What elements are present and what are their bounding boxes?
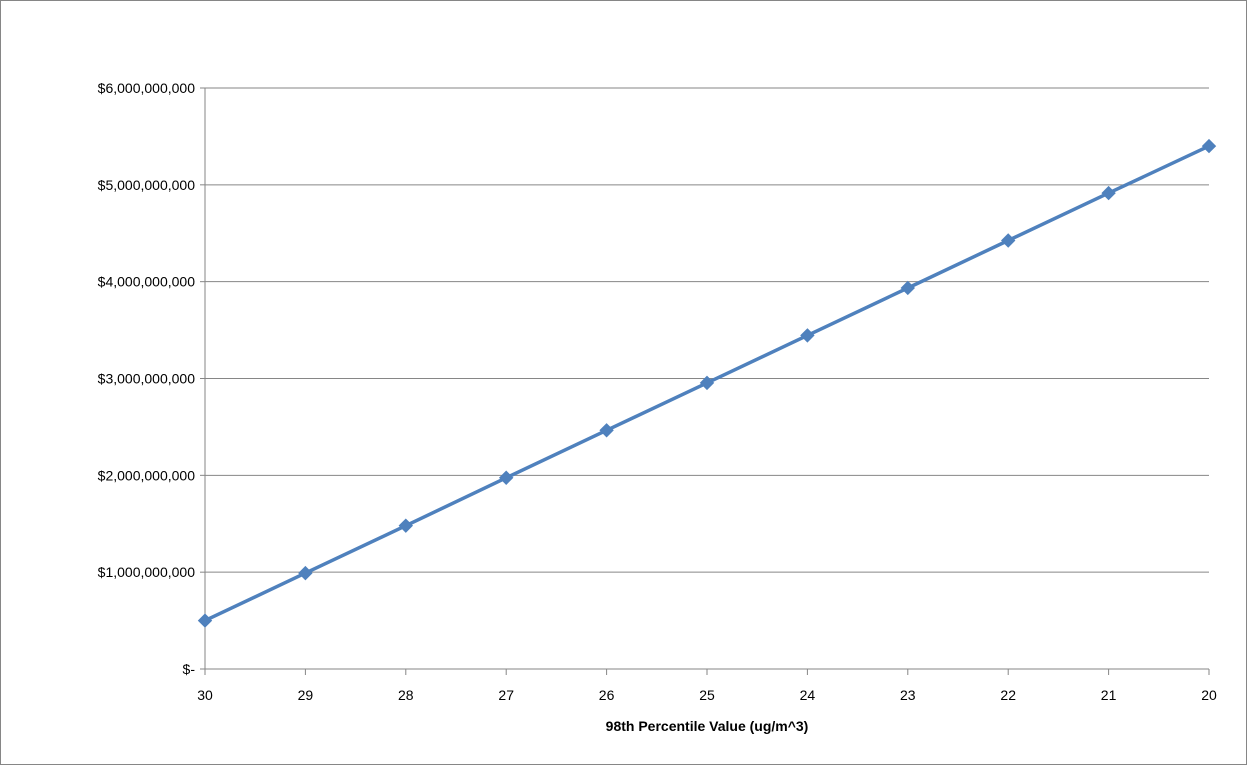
y-tick-label: $- [183,661,196,677]
y-tick-label: $6,000,000,000 [98,80,196,96]
data-point-marker [398,518,414,533]
data-point-marker [197,613,213,628]
x-tick-label: 21 [1101,687,1117,703]
y-tick-label: $2,000,000,000 [98,467,196,483]
x-tick-label: 29 [298,687,314,703]
x-tick-label: 26 [599,687,615,703]
gridlines [205,87,1209,573]
x-tick-label: 28 [398,687,414,703]
y-tick-label: $1,000,000,000 [98,564,196,580]
data-point-marker [1000,233,1016,248]
x-tick-label: 30 [197,687,213,703]
data-point-marker [599,423,614,438]
x-tick-label: 24 [800,687,816,703]
data-point-marker [1101,185,1116,201]
y-tick-label: $4,000,000,000 [98,274,196,290]
data-point-marker [900,280,916,296]
axes [200,87,1210,675]
x-tick-label: 23 [900,687,916,703]
y-tick-label: $3,000,000,000 [98,371,196,387]
x-axis-tick-labels: 30 29 28 27 26 25 24 23 22 21 20 [197,687,1217,703]
series-layer [197,138,1217,628]
y-axis-tick-labels: $- $1,000,000,000 $2,000,000,000 $3,000,000… [98,80,196,677]
data-point-marker [1201,138,1217,154]
data-point-marker [298,565,313,581]
x-tick-label: 27 [498,687,514,703]
data-point-marker [699,375,715,391]
data-point-marker [800,328,815,343]
y-tick-label: $5,000,000,000 [98,177,196,193]
x-axis-title: 98th Percentile Value (ug/m^3) [606,718,809,734]
x-tick-label: 22 [1000,687,1016,703]
data-point-marker [498,470,514,485]
x-tick-label: 20 [1201,687,1217,703]
x-tick-label: 25 [699,687,715,703]
